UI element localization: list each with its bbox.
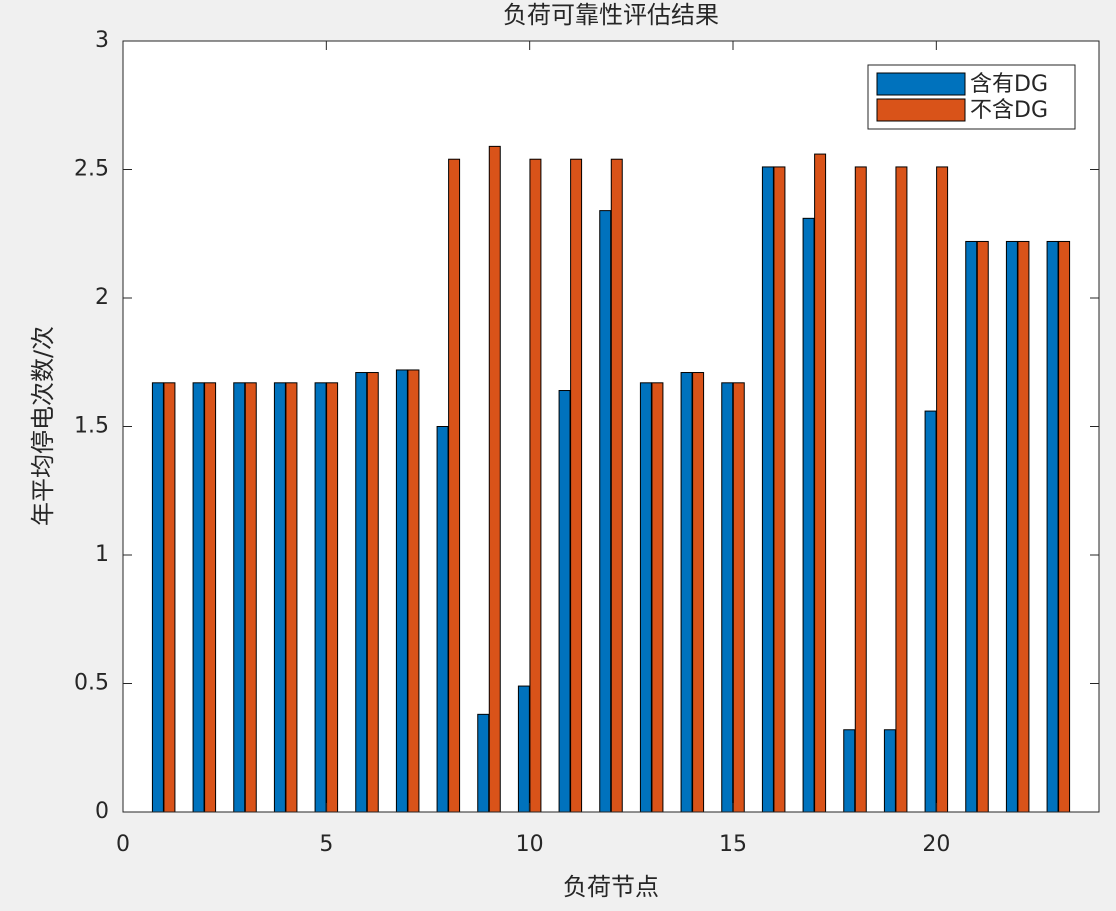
- bar: [692, 372, 705, 813]
- bar: [651, 382, 664, 813]
- bar: [558, 390, 571, 813]
- y-tick-label: 1: [95, 542, 109, 567]
- y-tick-label: 0: [95, 799, 109, 824]
- bar: [244, 382, 257, 813]
- bar: [1005, 240, 1018, 813]
- legend-label: 不含DG: [970, 98, 1048, 123]
- bar: [163, 382, 176, 813]
- bar: [326, 382, 339, 813]
- axes-box: [122, 40, 1100, 813]
- bar: [802, 217, 815, 813]
- bar: [314, 382, 327, 813]
- bar: [529, 158, 542, 813]
- bar: [1058, 240, 1071, 813]
- bar: [366, 372, 379, 813]
- legend-swatch: [876, 98, 966, 122]
- bar: [1046, 240, 1059, 813]
- y-tick-label: 1.5: [74, 414, 109, 439]
- bar: [151, 382, 164, 813]
- bar: [477, 713, 490, 813]
- bar: [233, 382, 246, 813]
- bar: [610, 158, 623, 813]
- bar: [599, 210, 612, 813]
- bar: [936, 166, 949, 813]
- y-tick-label: 2.5: [74, 157, 109, 182]
- bar: [965, 240, 978, 813]
- y-tick-label: 2: [95, 285, 109, 310]
- bar: [436, 426, 449, 813]
- bar: [773, 166, 786, 813]
- bar: [883, 729, 896, 813]
- bar: [570, 158, 583, 813]
- bar: [517, 685, 530, 813]
- bar: [721, 382, 734, 813]
- x-axis-label: 负荷节点: [563, 873, 659, 901]
- x-tick-label: 20: [922, 832, 950, 857]
- bar: [488, 145, 501, 813]
- x-tick-label: 5: [319, 832, 333, 857]
- x-tick-label: 15: [719, 832, 747, 857]
- legend-label: 含有DG: [970, 72, 1048, 97]
- bar: [192, 382, 205, 813]
- bar: [976, 240, 989, 813]
- chart-title: 负荷可靠性评估结果: [503, 1, 719, 29]
- bar: [395, 369, 408, 813]
- bar: [448, 158, 461, 813]
- bar: [895, 166, 908, 813]
- bar: [285, 382, 298, 813]
- bar: [639, 382, 652, 813]
- bar: [843, 729, 856, 813]
- bar: [924, 410, 937, 813]
- bar: [204, 382, 217, 813]
- bar: [814, 153, 827, 813]
- x-tick-label: 10: [516, 832, 544, 857]
- bar: [355, 372, 368, 813]
- bar: [407, 369, 420, 813]
- bar: [761, 166, 774, 813]
- y-tick-label: 3: [95, 28, 109, 53]
- bar: [680, 372, 693, 813]
- bar: [732, 382, 745, 813]
- bar: [273, 382, 286, 813]
- bar: [854, 166, 867, 813]
- y-tick-label: 0.5: [74, 671, 109, 696]
- legend-swatch: [876, 72, 966, 96]
- x-tick-label: 0: [116, 832, 130, 857]
- bar: [1017, 240, 1030, 813]
- y-axis-label: 年平均停电次数/次: [29, 326, 57, 526]
